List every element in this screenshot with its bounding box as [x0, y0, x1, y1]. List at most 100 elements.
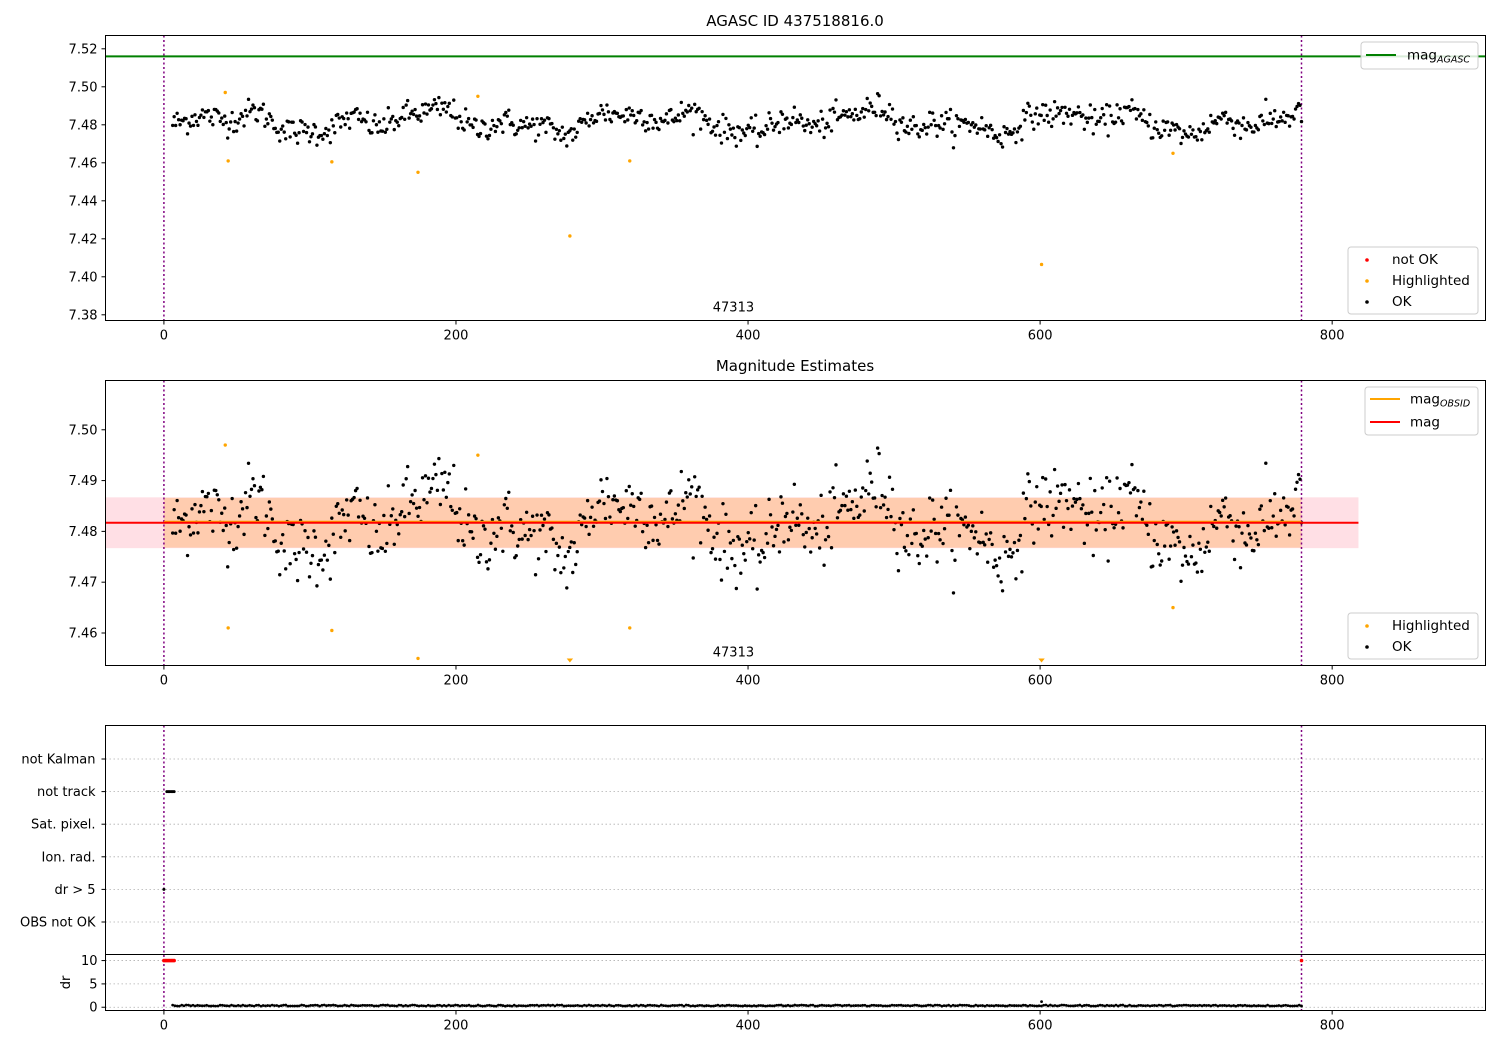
- ok-point: [1298, 103, 1302, 107]
- ok-point: [748, 537, 752, 541]
- ok-point: [722, 130, 727, 134]
- dr-point: [1288, 1004, 1292, 1008]
- dr-point: [1035, 1004, 1039, 1008]
- ok-point: [685, 110, 689, 114]
- ok-point: [328, 577, 333, 581]
- ok-point: [944, 110, 948, 115]
- ok-point: [370, 131, 374, 135]
- ok-point: [822, 135, 826, 140]
- agasc-panel-xtick-label: 0: [160, 329, 168, 344]
- ok-point: [315, 584, 319, 588]
- ok-point: [963, 117, 968, 122]
- ok-point: [1032, 541, 1036, 545]
- ok-point: [603, 516, 608, 521]
- ok-point: [693, 475, 697, 479]
- dr-point: [302, 1003, 306, 1007]
- ok-point: [446, 104, 450, 109]
- dr-point: [1105, 1003, 1109, 1007]
- ok-point: [237, 514, 242, 518]
- ok-point: [355, 486, 359, 491]
- ok-point: [630, 109, 634, 113]
- dr-point: [684, 1003, 688, 1007]
- ok-point: [951, 591, 956, 595]
- ok-point: [968, 129, 972, 133]
- ok-point: [554, 541, 559, 546]
- ok-point: [1087, 511, 1091, 516]
- dr-point: [840, 1004, 844, 1008]
- ok-point: [1218, 510, 1222, 515]
- ok-point: [1259, 504, 1264, 508]
- dr-point: [766, 1004, 770, 1008]
- ok-point: [221, 122, 225, 127]
- ok-point: [807, 122, 811, 126]
- dr-point: [524, 1004, 527, 1008]
- ok-point: [1039, 504, 1043, 509]
- dr-point: [770, 1004, 774, 1008]
- dr-point: [886, 1004, 889, 1008]
- dr-point: [1076, 1004, 1079, 1007]
- ok-point: [493, 547, 498, 551]
- ok-point: [383, 130, 388, 134]
- ok-point: [1023, 516, 1027, 521]
- ok-point: [1035, 106, 1039, 110]
- ok-point: [1118, 107, 1122, 111]
- ok-point: [926, 125, 930, 129]
- dr-point: [1028, 1004, 1032, 1007]
- ok-point: [376, 130, 380, 134]
- ok-point: [988, 531, 993, 535]
- dr-point: [207, 1004, 211, 1008]
- ok-point: [996, 139, 1000, 144]
- ok-point: [927, 496, 932, 500]
- dr-point: [576, 1003, 580, 1007]
- ok-point: [478, 131, 483, 136]
- ok-point: [751, 129, 755, 133]
- ok-point: [701, 515, 706, 520]
- ok-point: [404, 477, 408, 481]
- dr-point: [1198, 1003, 1202, 1007]
- dr-point: [806, 1004, 810, 1008]
- ok-point: [881, 503, 886, 507]
- ok-point: [795, 516, 800, 520]
- ok-point: [371, 119, 376, 123]
- ok-point: [200, 489, 205, 494]
- ok-point: [1161, 119, 1165, 123]
- ok-point: [1020, 570, 1024, 574]
- ok-point: [501, 130, 505, 134]
- ok-point: [1060, 105, 1064, 110]
- dr-point: [429, 1004, 432, 1008]
- ok-point: [936, 531, 941, 536]
- dr-axis-ytick-label: 0: [89, 1001, 97, 1016]
- dr-point: [241, 1003, 245, 1007]
- ok-point: [776, 120, 780, 125]
- dr-point: [307, 1004, 310, 1008]
- ok-point: [693, 102, 697, 107]
- ok-point: [712, 535, 716, 539]
- dr-point: [408, 1004, 412, 1007]
- ok-point: [1073, 500, 1078, 504]
- ok-point: [1087, 116, 1091, 120]
- dr-point: [259, 1004, 263, 1008]
- dr-point: [1003, 1004, 1007, 1008]
- ok-point: [1231, 539, 1235, 543]
- ok-point: [755, 587, 759, 591]
- ok-point: [621, 505, 626, 510]
- ok-point: [1125, 483, 1130, 487]
- ok-point: [178, 123, 182, 127]
- dr-point: [270, 1003, 274, 1007]
- ok-point: [935, 134, 939, 138]
- legend-point-swatch: [1365, 645, 1369, 649]
- ok-point: [444, 495, 449, 500]
- dr-point: [1275, 1004, 1279, 1008]
- ok-point: [1209, 113, 1213, 118]
- ok-point: [767, 111, 771, 115]
- ok-point: [600, 489, 605, 494]
- ok-point: [584, 121, 588, 125]
- ok-point: [649, 504, 654, 508]
- ok-point: [1207, 549, 1211, 553]
- ok-point: [309, 135, 313, 139]
- dr-point: [275, 1004, 279, 1007]
- ok-point: [938, 538, 942, 542]
- ok-point: [681, 499, 685, 503]
- ok-point: [1155, 127, 1159, 132]
- estimates-panel-xtick-label: 800: [1320, 674, 1345, 689]
